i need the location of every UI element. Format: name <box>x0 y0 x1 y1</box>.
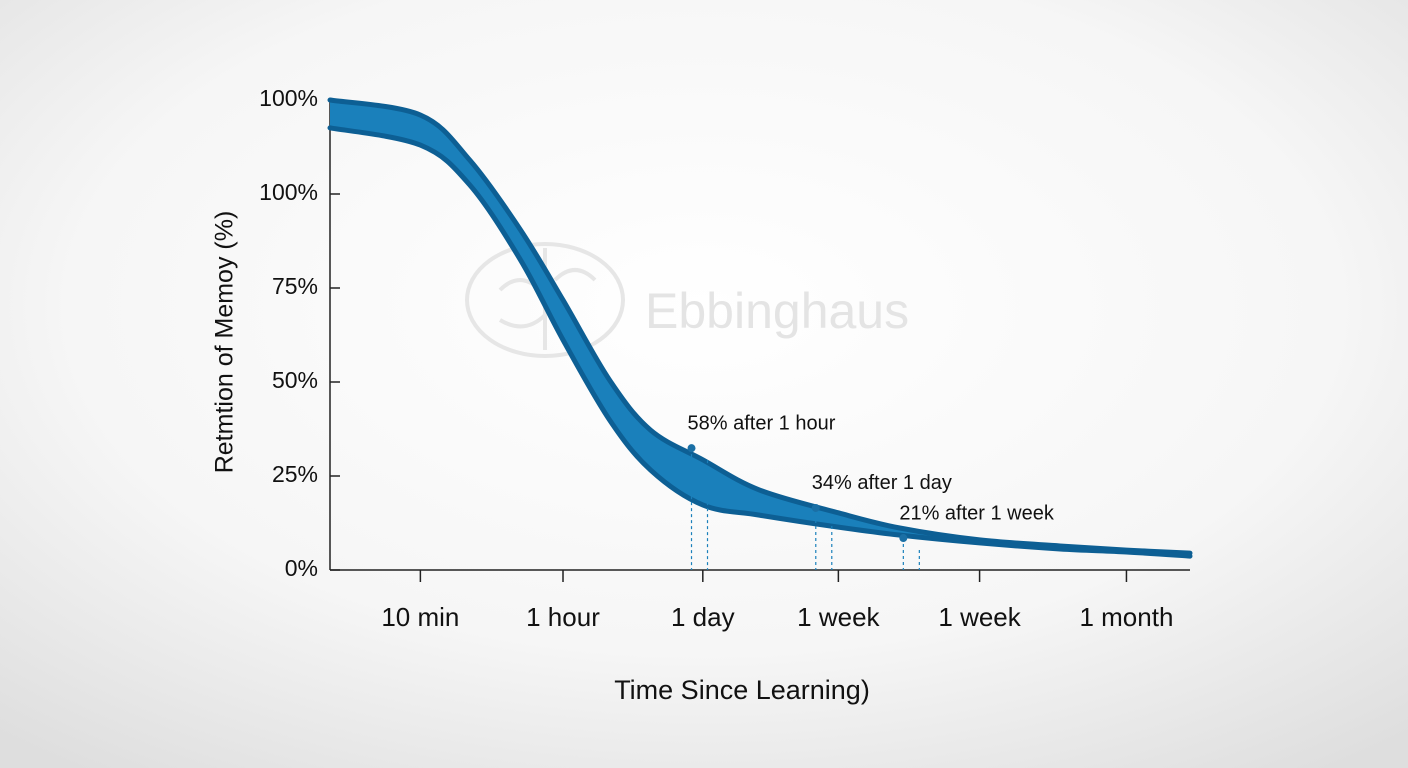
band-edge <box>327 97 1193 556</box>
x-tick-label: 1 week <box>938 602 1021 632</box>
y-tick-label: 100% <box>259 85 318 111</box>
annotation-point <box>687 444 696 453</box>
y-tick-label: 0% <box>285 555 318 581</box>
annotation: 34% after 1 day <box>812 472 952 494</box>
y-tick-label: 100% <box>259 179 318 205</box>
annotation: 58% after 1 hour <box>688 412 836 434</box>
y-tick-label: 25% <box>272 461 318 487</box>
x-tick-label: 10 min <box>381 602 459 632</box>
annotation-point <box>899 534 908 543</box>
annotation: 21% after 1 week <box>899 502 1055 524</box>
x-tick-label: 1 week <box>797 602 880 632</box>
band-edge <box>327 125 1193 559</box>
y-tick-label: 75% <box>272 273 318 299</box>
x-tick-label: 1 hour <box>526 602 600 632</box>
y-axis-title: Retmtion of Memoy (%) <box>211 211 239 474</box>
x-tick-label: 1 month <box>1079 602 1173 632</box>
x-tick-label: 1 day <box>671 602 735 632</box>
x-axis-title: Time Since Learning) <box>614 675 870 705</box>
y-tick-label: 50% <box>272 367 318 393</box>
watermark: Ebbinghaus <box>645 283 909 339</box>
annotation-point <box>811 503 820 512</box>
